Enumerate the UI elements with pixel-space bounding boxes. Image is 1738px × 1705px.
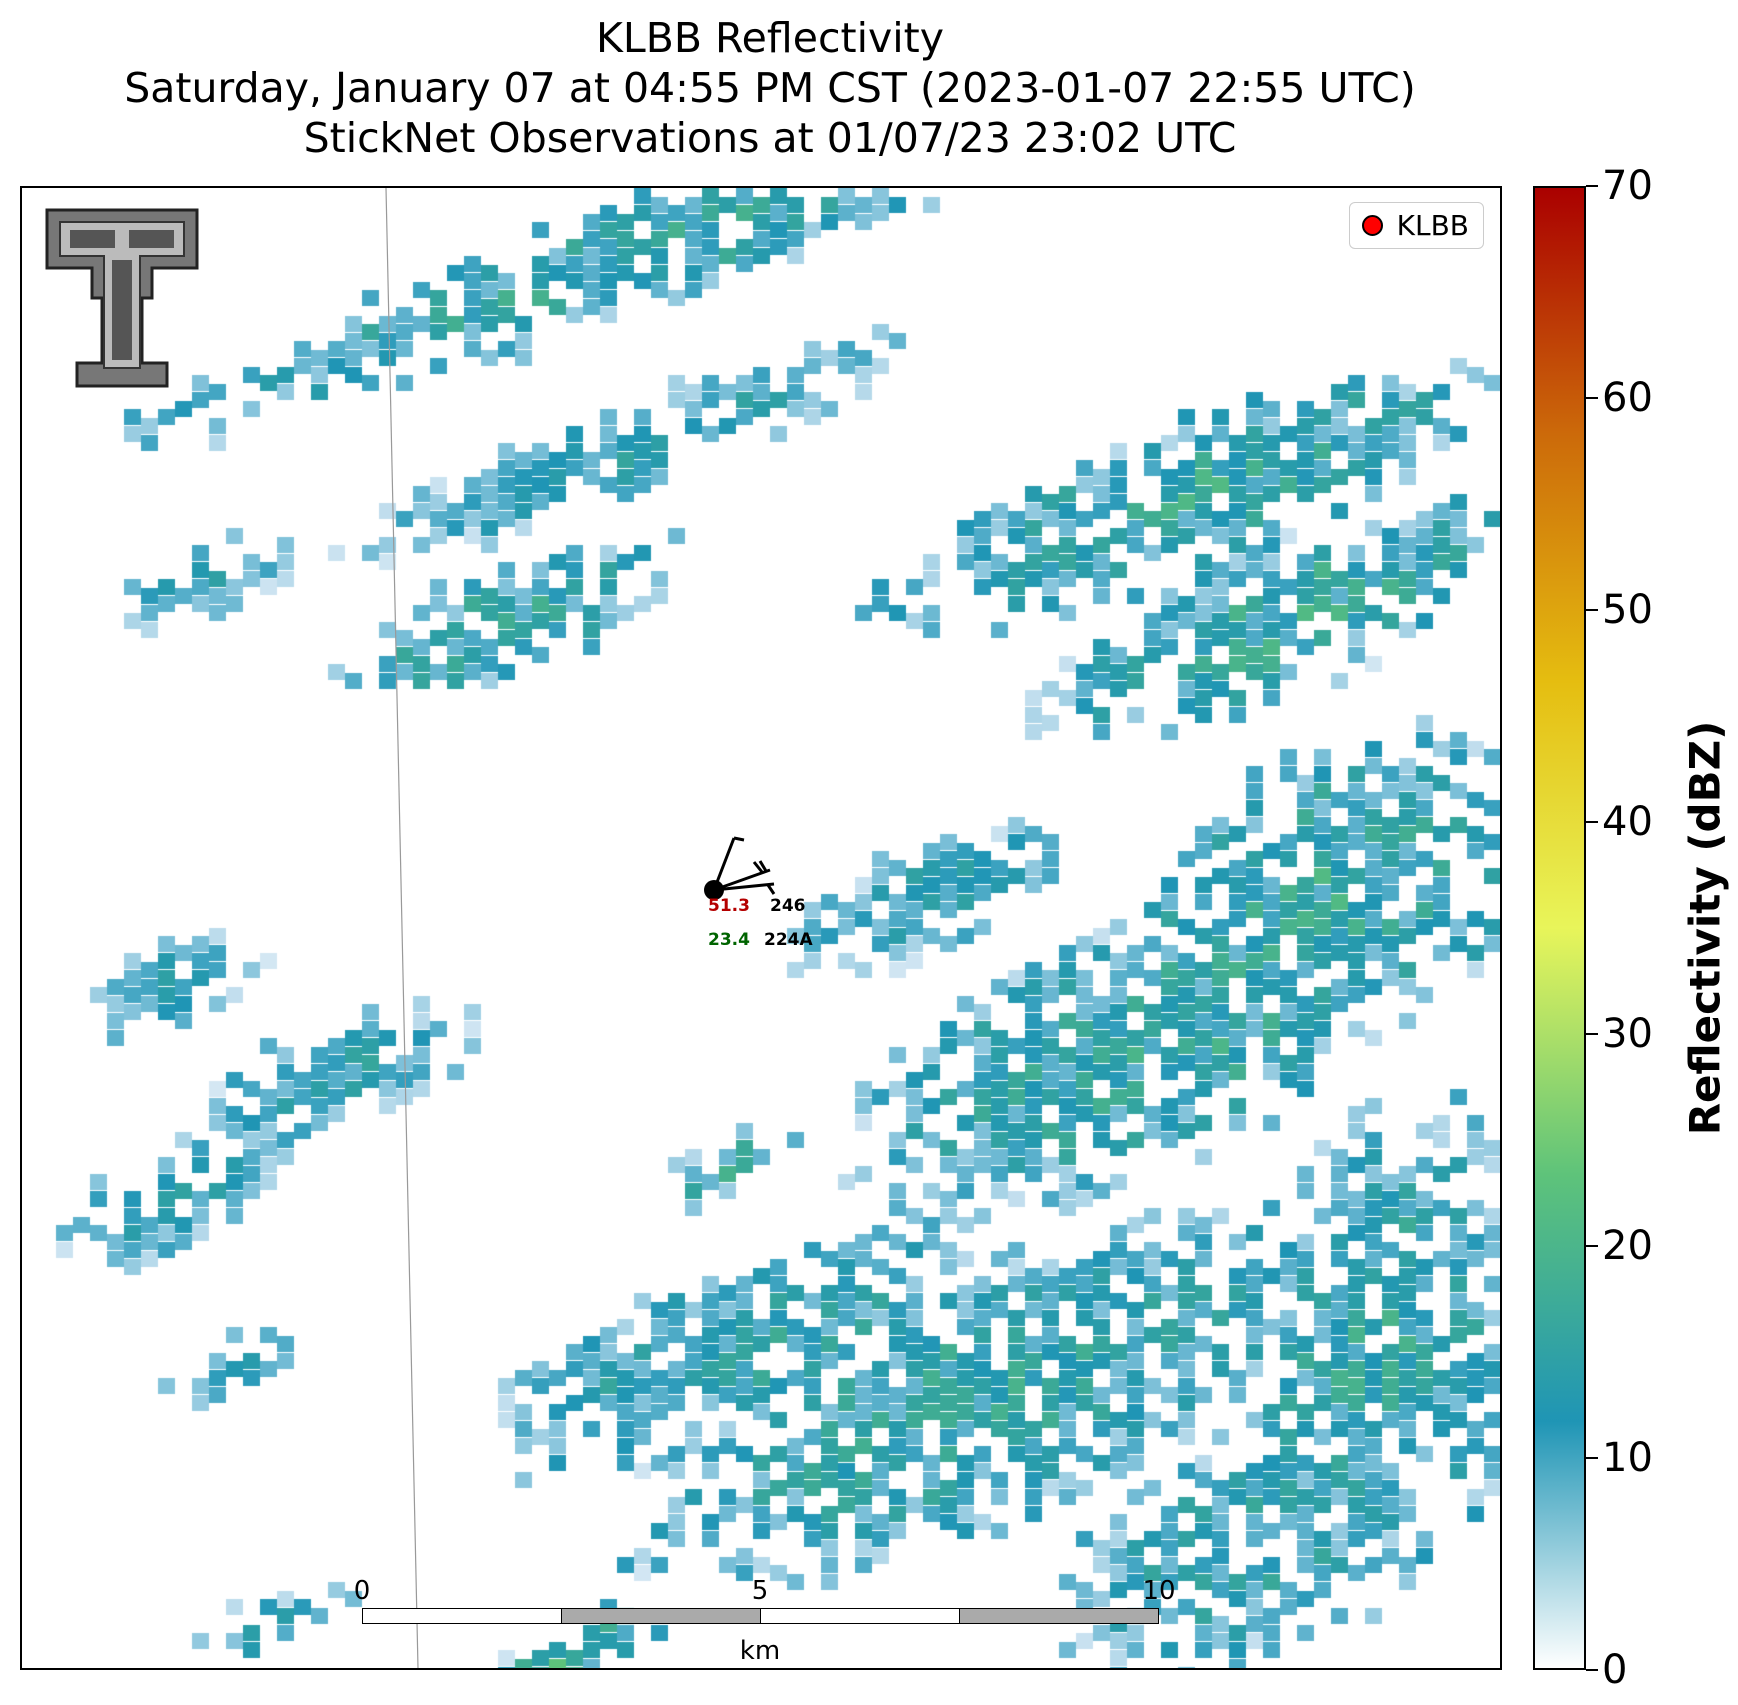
colorbar-tick-label: 0 — [1602, 1647, 1628, 1693]
colorbar-tick-label: 40 — [1602, 799, 1653, 845]
colorbar-tick — [1586, 1033, 1598, 1035]
station-marker-icon — [704, 880, 724, 900]
title-datetime: Saturday, January 07 at 04:55 PM CST (20… — [124, 64, 1416, 112]
radar-map[interactable]: KLBB 51.3 246 23.4 224A — [20, 186, 1502, 1670]
klbb-marker-icon — [1361, 215, 1383, 236]
colorbar-title: Reflectivity (dBZ) — [1680, 720, 1730, 1136]
station-temperature: 51.3 — [708, 896, 750, 916]
scale-bar — [362, 1608, 1160, 1626]
colorbar-tick — [1586, 185, 1598, 187]
county-line-overlay — [385, 188, 419, 1668]
colorbar-tick — [1586, 1245, 1598, 1247]
scale-label-0: 0 — [353, 1576, 371, 1606]
texas-tech-double-t-logo — [45, 208, 199, 388]
station-id-bottom: 224A — [764, 930, 813, 950]
colorbar-tick — [1586, 397, 1598, 399]
station-dewpoint: 23.4 — [708, 930, 750, 950]
colorbar-tick-label: 20 — [1602, 1223, 1653, 1269]
title-observations: StickNet Observations at 01/07/23 23:02 … — [303, 114, 1237, 162]
colorbar-tick — [1586, 1457, 1598, 1459]
legend: KLBB — [1348, 202, 1484, 249]
scale-label-5: 5 — [751, 1576, 769, 1606]
colorbar — [1533, 186, 1586, 1670]
colorbar-tick-label: 30 — [1602, 1011, 1653, 1057]
colorbar-tick — [1586, 609, 1598, 611]
legend-label: KLBB — [1396, 209, 1469, 242]
colorbar-tick — [1586, 821, 1598, 823]
colorbar-tick-label: 70 — [1602, 163, 1653, 209]
scale-unit: km — [739, 1636, 781, 1666]
county-line — [385, 188, 419, 1668]
station-id-top: 246 — [770, 896, 806, 916]
colorbar-tick-label: 50 — [1602, 587, 1653, 633]
colorbar-tick — [1586, 1669, 1598, 1671]
title-radar: KLBB Reflectivity — [596, 14, 944, 62]
scale-label-10: 10 — [1142, 1576, 1176, 1606]
reflectivity-field — [22, 188, 1500, 1668]
colorbar-tick-label: 60 — [1602, 375, 1653, 421]
sticknet-station-plot — [704, 836, 776, 900]
colorbar-tick-label: 10 — [1602, 1435, 1653, 1481]
